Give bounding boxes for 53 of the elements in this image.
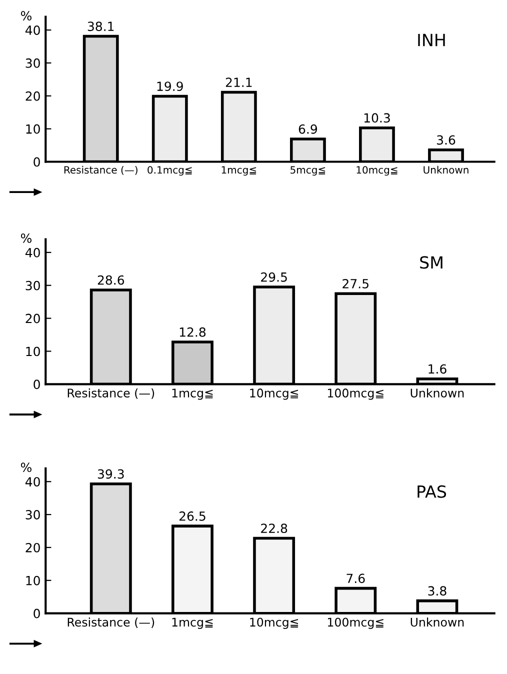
y-tick-label: 40	[25, 25, 40, 35]
data-label: 27.5	[342, 278, 368, 288]
y-axis-title: %	[20, 11, 32, 20]
y-tick-label: 0	[34, 380, 40, 390]
x-tick-label: 1mcg≦	[172, 618, 213, 629]
y-tick-label: 20	[26, 542, 40, 552]
y-tick-label: 20	[26, 314, 40, 324]
data-label: 39.3	[98, 469, 124, 479]
data-label: 10.3	[364, 113, 390, 123]
data-label: 3.6	[437, 135, 456, 145]
text: INH	[418, 34, 445, 46]
x-tick-label: 1mcg≦	[222, 166, 256, 176]
data-label: 6.9	[298, 124, 318, 134]
y-tick-label: 30	[26, 510, 40, 520]
data-label: 29.5	[261, 272, 287, 282]
x-tick-label: 10mcg≦	[356, 166, 398, 176]
x-tick-label: 5mcg≦	[290, 166, 326, 176]
data-label: 7.6	[346, 574, 365, 584]
x-tick-label: Unknown	[410, 388, 464, 398]
x-tick-label: 1mcg≦	[172, 388, 213, 400]
data-label: 38.1	[88, 22, 114, 32]
data-label: 26.5	[179, 511, 206, 521]
y-tick-label: 10	[26, 576, 40, 586]
y-tick-label: 40	[25, 477, 40, 487]
x-tick-label: 10mcg≦	[250, 618, 298, 629]
y-tick-label: 10	[26, 124, 40, 134]
data-label: 22.8	[261, 524, 288, 534]
y-tick-label: 0	[34, 157, 40, 167]
text: SM	[420, 256, 442, 269]
y-tick-label: 30	[26, 280, 40, 290]
y-tick-label: 0	[34, 608, 40, 618]
x-tick-label: Resistance (—)	[68, 388, 154, 399]
y-tick-label: 10	[26, 346, 40, 356]
y-axis-title: %	[20, 462, 32, 472]
y-axis-title: %	[20, 233, 32, 243]
data-label: 21.1	[226, 78, 252, 87]
x-tick-label: Unknown	[424, 166, 468, 174]
x-tick-label: 100mcg≦	[328, 388, 384, 400]
data-label: 3.8	[428, 586, 446, 596]
data-label: 1.6	[428, 364, 446, 374]
text: PAS	[418, 485, 446, 498]
data-label: 19.9	[157, 82, 183, 92]
x-tick-label: 10mcg≦	[250, 388, 298, 400]
y-tick-label: 20	[26, 91, 40, 101]
y-tick-label: 40	[25, 248, 40, 258]
data-label: 12.8	[180, 327, 206, 337]
x-tick-label: Unknown	[410, 618, 464, 627]
x-tick-label: Resistance (—)	[68, 618, 154, 628]
x-tick-label: Resistance (—)	[64, 166, 138, 175]
data-label: 28.6	[98, 275, 124, 285]
x-tick-label: 100mcg≦	[328, 618, 384, 629]
y-tick-label: 30	[26, 58, 40, 68]
x-tick-label: 0.1mcg≦	[148, 166, 192, 176]
